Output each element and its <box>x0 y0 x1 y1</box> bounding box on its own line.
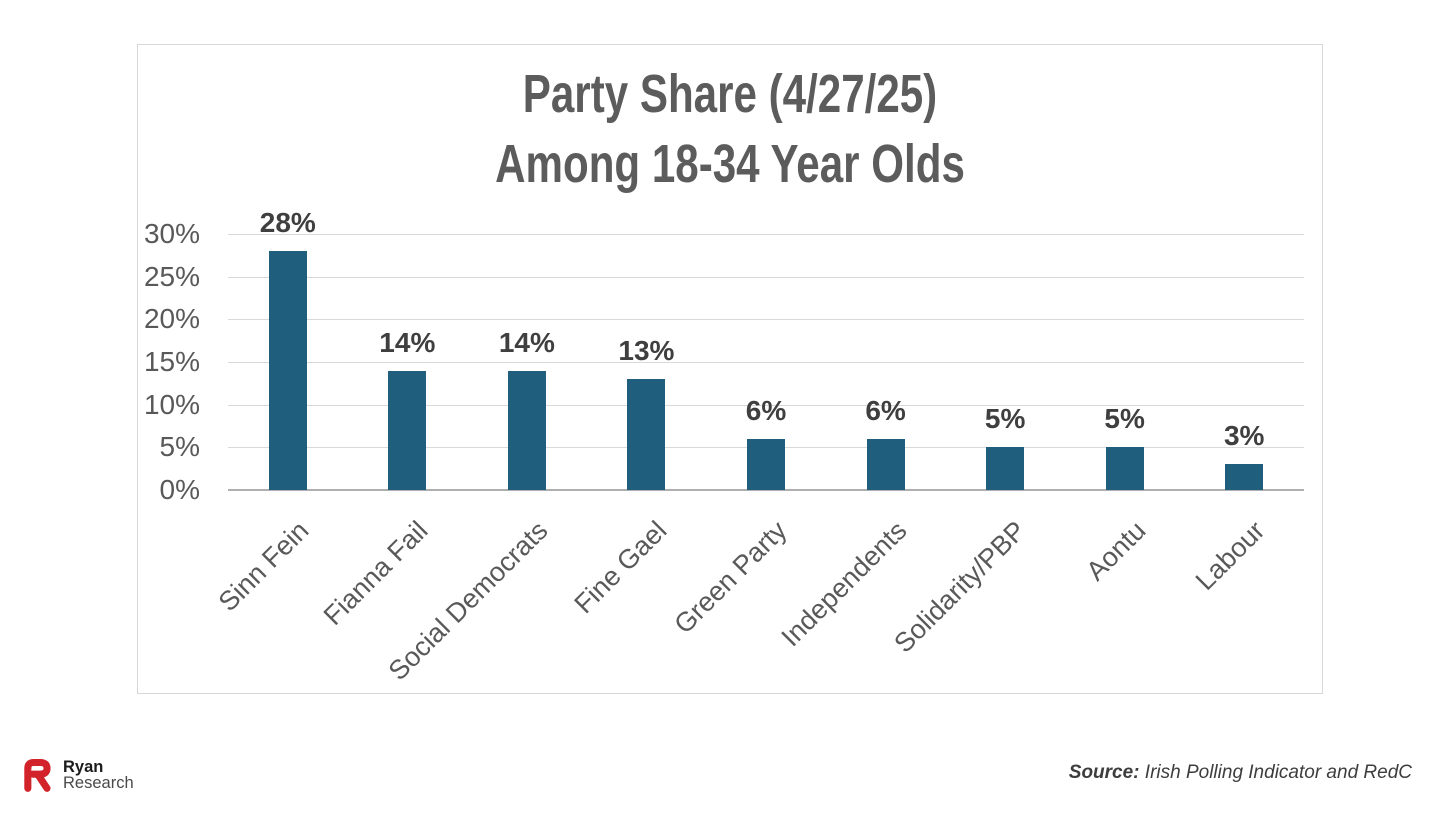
chart-title-line-1: Party Share (4/27/25) <box>522 64 938 124</box>
x-category-label: Sinn Fein <box>212 515 315 618</box>
bar <box>986 447 1025 490</box>
y-gridline <box>228 404 1304 406</box>
source-label: Source: <box>1068 762 1140 783</box>
bar <box>1225 464 1264 490</box>
y-tick-label: 25% <box>143 260 200 292</box>
x-category-label: Green Party <box>668 515 793 640</box>
brand-text: Ryan Research <box>63 758 134 792</box>
bar <box>388 370 427 490</box>
brand-subname: Research <box>63 774 134 792</box>
chart-title-line-2: Among 18-34 Year Olds <box>495 134 965 194</box>
y-gridline <box>228 276 1304 278</box>
chart-container: Party Share (4/27/25) Among 18-34 Year O… <box>137 44 1323 694</box>
bar-value-label: 28% <box>259 207 316 239</box>
y-tick-label: 0% <box>159 474 200 505</box>
x-category-label: Fine Gael <box>568 515 673 620</box>
bar <box>507 370 546 490</box>
y-tick-label: 20% <box>143 303 200 335</box>
bar-value-label: 6% <box>745 394 787 426</box>
x-category-label: Labour <box>1190 515 1271 596</box>
bar <box>747 438 785 490</box>
chart-title: Party Share (4/27/25) Among 18-34 Year O… <box>268 59 1192 199</box>
y-tick-label: 15% <box>143 346 200 377</box>
y-tick-label: 30% <box>143 218 200 249</box>
y-gridline <box>228 362 1304 363</box>
bar <box>866 438 905 490</box>
bar-value-label: 5% <box>984 403 1026 435</box>
x-category-label: Fianna Fail <box>318 515 434 631</box>
brand-logo: Ryan Research <box>22 758 134 792</box>
bar-value-label: 3% <box>1223 420 1265 452</box>
x-category-label: Aontu <box>1080 515 1152 587</box>
bar-value-label: 6% <box>865 394 906 426</box>
bar <box>1105 447 1144 490</box>
bar-value-label: 14% <box>379 326 436 358</box>
bar-value-label: 5% <box>1104 403 1145 435</box>
x-category-label: Social Democrats <box>382 515 554 687</box>
bar-value-label: 14% <box>498 326 555 358</box>
y-gridline <box>228 319 1304 321</box>
bar-value-label: 13% <box>618 335 675 367</box>
ryan-research-logo-icon <box>24 758 51 792</box>
source-note: Source: Irish Polling Indicator and RedC <box>1069 762 1412 784</box>
bar <box>268 251 307 490</box>
y-tick-label: 10% <box>143 388 200 420</box>
x-axis-line <box>228 489 1304 491</box>
x-category-label: Independents <box>775 515 913 653</box>
x-category-label: Solidarity/PBP <box>888 515 1032 659</box>
brand-name: Ryan <box>63 758 104 776</box>
y-gridline <box>228 234 1304 235</box>
source-text: Irish Polling Indicator and RedC <box>1139 762 1412 783</box>
y-tick-label: 5% <box>159 431 200 463</box>
plot-area: 0% 5% 10% 15% 20% 25% 30% 28% Sinn Fein 14% Fianna… <box>144 208 1304 686</box>
bar <box>627 379 666 490</box>
